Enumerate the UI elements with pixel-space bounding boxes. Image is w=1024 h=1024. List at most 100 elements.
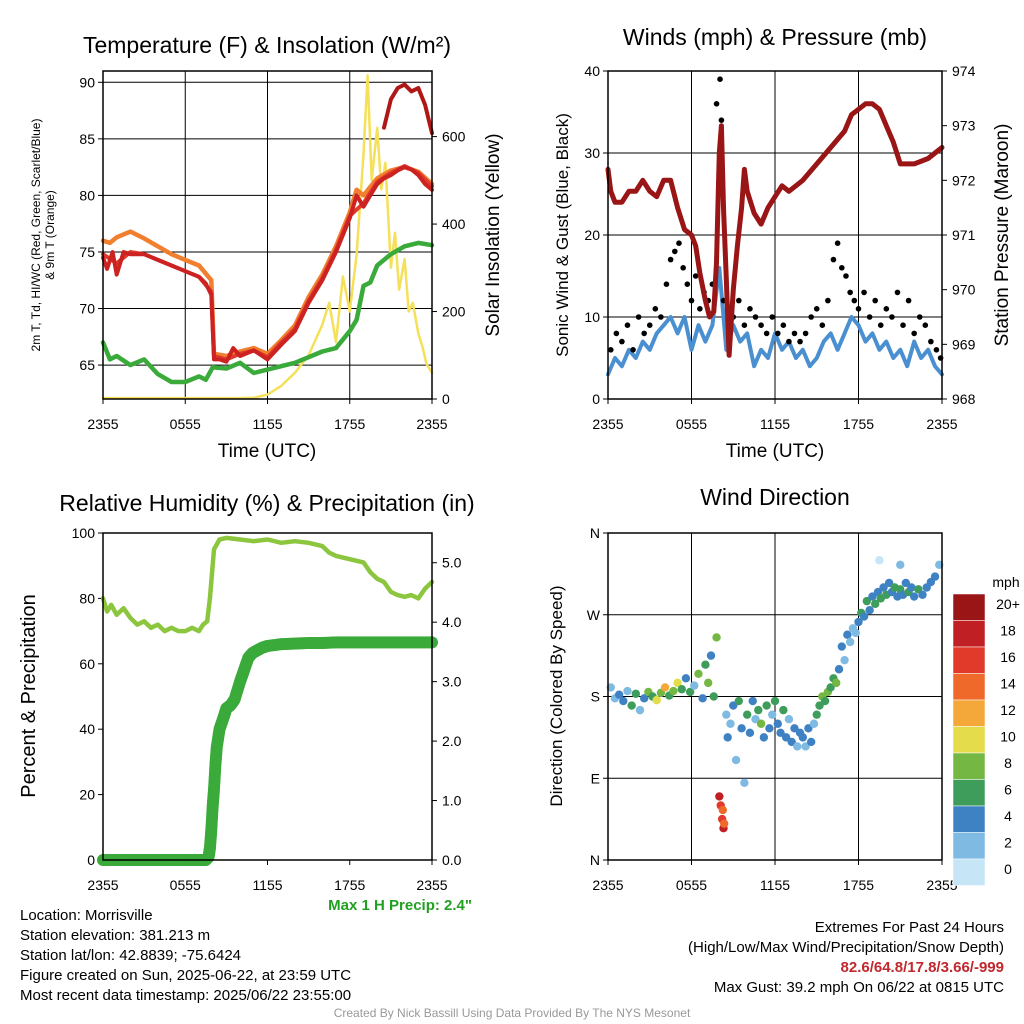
gust-point [839,265,845,271]
panel-wind-direction: 2355 0555 1155 1755 2355 N E S W N Wind Direction D… [547,484,1020,893]
y-tick-label: 60 [79,656,95,672]
series-dewpoint [100,240,435,385]
y-tick-label: 75 [79,244,95,260]
y-axis-label: Percent & Precipitation [18,594,40,797]
gust-point [718,117,725,123]
gust-point [786,338,792,345]
gust-point [607,347,614,353]
direction-point [804,724,813,733]
y-tick-label: 80 [79,590,95,606]
direction-point [685,687,695,697]
panel-humidity: 2355 0555 1155 1755 2355 0 20 40 60 80 100 0.0 1.0 2.… [18,490,475,914]
direction-point [865,606,874,615]
y2-tick-label: 972 [952,172,976,188]
direction-point [875,556,884,565]
y-axis-label: 2m T, Td, HI/WC (Red, Green, Scarlet/Blu… [29,119,57,352]
extremes-title: Extremes For Past 24 Hours [814,919,1004,936]
x-tick-label: 0555 [676,416,707,432]
colorbar: mph 20+ 18 16 14 12 10 8 6 4 2 0 [952,574,1020,886]
gust-point [900,322,906,329]
y2-tick-label: 0.0 [442,852,462,868]
gust-point [763,330,770,337]
direction-point [930,572,940,581]
gust-point [752,314,759,320]
gust-point [916,314,923,320]
direction-point [781,733,791,742]
direction-point [754,705,763,715]
colorbar-label: 8 [1004,755,1012,771]
x-tick-label: 2355 [416,416,447,432]
x-tick-label: 2355 [87,877,118,893]
y2-tick-label: 4.0 [442,614,462,630]
gust-point [692,273,699,279]
y2-tick-label: 1.0 [442,793,462,809]
gust-point [630,347,636,353]
colorbar-label: 18 [1000,623,1016,639]
gust-point [825,297,831,304]
y-tick-label: 20 [584,227,600,243]
direction-point [845,637,855,647]
direction-point [690,681,699,690]
direction-point [784,715,794,724]
direction-point [748,696,757,706]
x-tick-label: 1155 [252,877,282,893]
direction-point [851,628,860,638]
gust-point [922,322,929,329]
figure-created: Figure created on Sun, 2025-06-22, at 23… [20,967,352,984]
direction-point [694,669,703,678]
gust-point [663,281,670,288]
colorbar-swatch [952,593,986,621]
direction-point [868,592,877,601]
y2-axis-label: Solar Insolation (Yellow) [483,133,504,336]
gust-point [780,322,787,329]
gust-point [672,248,678,255]
direction-point [884,578,894,588]
direction-point [776,728,785,738]
direction-point [734,696,744,706]
gust-point [847,289,853,296]
y-tick-label: 80 [79,187,95,203]
direction-point [843,630,852,639]
colorbar-swatch [952,805,986,833]
direction-point [815,701,824,710]
gust-point [688,297,695,304]
direction-point [773,719,782,728]
gust-point [680,265,686,271]
colorbar-swatch [952,673,986,701]
direction-point [790,724,799,733]
gust-point [851,297,858,304]
x-tick-label: 2355 [87,416,118,432]
x-tick-label: 1155 [760,416,790,432]
y-axis-label-line1: 2m T, Td, HI/WC (Red, Green, Scarlet/Blu… [29,119,43,352]
colorbar-title: mph [992,574,1019,590]
y-tick-label: N [590,852,600,868]
x-tick-label: 0555 [170,416,201,432]
colorbar-label: 0 [1004,861,1012,877]
direction-point [832,678,841,688]
direction-point [896,560,905,569]
direction-point [669,686,678,696]
direction-point [639,694,649,703]
y-tick-label: 70 [79,301,95,317]
plot-border [607,532,943,861]
gust-point [676,240,682,246]
direction-point [627,701,636,710]
y-tick-label: 40 [584,63,600,79]
y-tick-label: 65 [79,357,95,373]
direction-point [840,655,849,665]
direction-point [837,642,846,651]
plot-border [607,70,943,400]
y-tick-label: 10 [584,309,600,325]
gust-point [613,330,620,337]
y2-tick-label: 974 [952,63,976,79]
x-tick-label: 1155 [252,416,282,432]
direction-point [806,737,816,747]
x-tick-label: 1755 [843,877,874,893]
gust-point [877,322,884,329]
gust-point [808,314,814,320]
direction-point [859,612,869,621]
y-tick-label: 100 [72,525,96,541]
gust-point [747,306,753,312]
series-2m-temp-max [382,82,434,136]
